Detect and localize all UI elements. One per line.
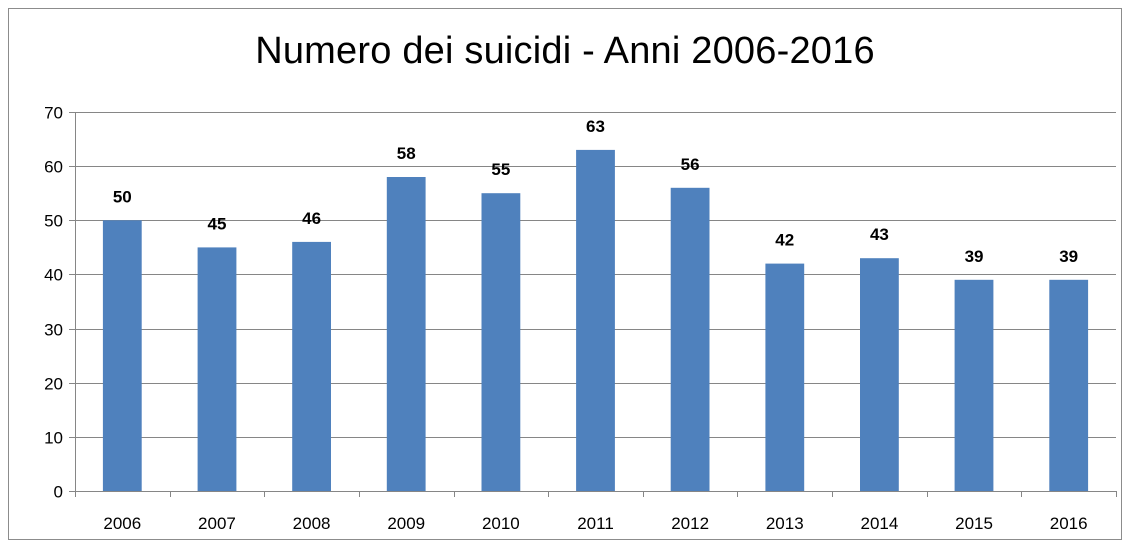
x-tick-label: 2010 — [482, 514, 520, 533]
x-tick-label: 2014 — [860, 514, 898, 533]
y-tick-label: 50 — [44, 212, 63, 231]
bar-2014 — [860, 258, 899, 491]
x-tick-label: 2013 — [766, 514, 804, 533]
data-label: 42 — [775, 231, 794, 250]
data-labels: 50 45 46 58 55 63 56 42 43 39 39 — [113, 117, 1078, 266]
data-label: 56 — [681, 155, 700, 174]
x-axis-ticks: 2006 2007 2008 2009 2010 2011 2012 2013 2014 2015… — [75, 491, 1117, 533]
bar-2013 — [765, 263, 805, 491]
bars — [102, 149, 1089, 492]
y-tick-label: 0 — [54, 483, 63, 502]
x-tick-label: 2009 — [387, 514, 425, 533]
bar-2012 — [670, 187, 710, 492]
y-tick-label: 20 — [44, 375, 63, 394]
data-label: 43 — [870, 225, 889, 244]
x-tick-label: 2008 — [293, 514, 331, 533]
data-label: 63 — [586, 117, 605, 136]
data-label: 58 — [397, 144, 416, 163]
chart-title: Numero dei suicidi - Anni 2006-2016 — [255, 30, 875, 72]
data-label: 39 — [1059, 247, 1078, 266]
bar-2016 — [1049, 279, 1089, 491]
bar-2009 — [386, 177, 426, 491]
bar-2007 — [197, 247, 237, 491]
x-tick-label: 2006 — [103, 514, 141, 533]
data-label: 55 — [491, 160, 510, 179]
y-tick-label: 10 — [44, 429, 63, 448]
x-tick-label: 2011 — [577, 514, 614, 533]
x-tick-label: 2007 — [198, 514, 236, 533]
x-tick-label: 2015 — [955, 514, 993, 533]
y-tick-label: 70 — [44, 104, 63, 123]
data-label: 50 — [113, 187, 132, 206]
bar-2011 — [576, 149, 615, 491]
y-axis-ticks: 0 10 20 30 40 50 60 70 — [44, 104, 75, 502]
y-tick-label: 30 — [44, 321, 63, 340]
x-tick-label: 2012 — [671, 514, 709, 533]
data-label: 46 — [302, 209, 321, 228]
data-label: 39 — [965, 247, 984, 266]
y-tick-label: 40 — [44, 266, 63, 285]
y-tick-label: 60 — [44, 158, 63, 177]
bar-2008 — [292, 241, 331, 491]
bar-2006 — [102, 220, 142, 492]
bar-2015 — [954, 279, 994, 491]
bar-2010 — [481, 193, 521, 491]
x-tick-label: 2016 — [1050, 514, 1088, 533]
data-label: 45 — [207, 214, 226, 233]
